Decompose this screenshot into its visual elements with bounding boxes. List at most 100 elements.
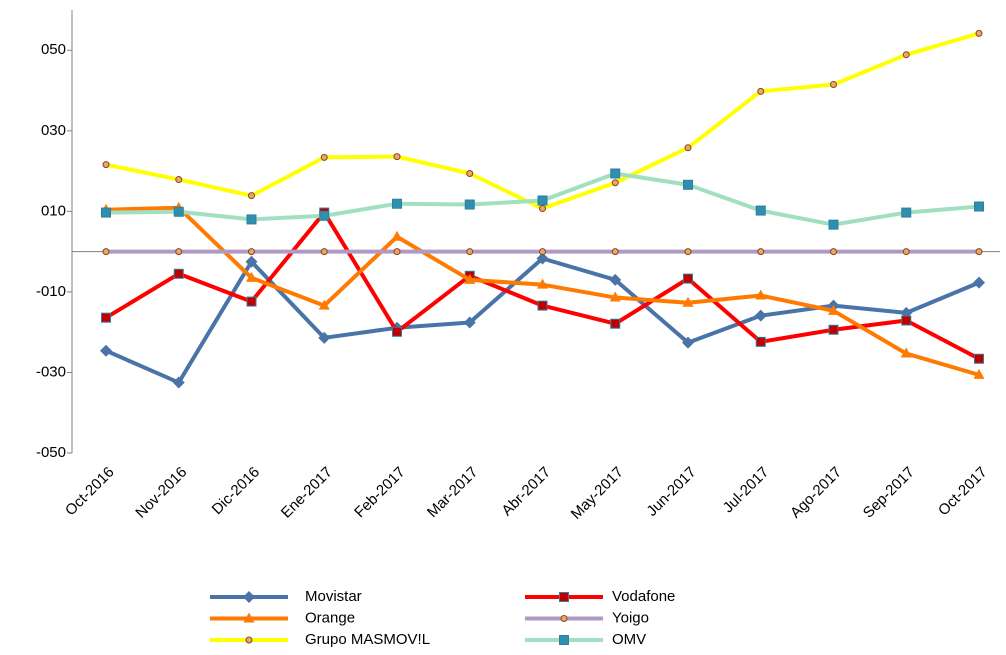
legend-label: Vodafone [612, 588, 675, 605]
legend-label: Orange [305, 609, 355, 626]
marker [974, 201, 984, 212]
marker [901, 315, 912, 326]
marker [559, 592, 569, 602]
x-tick-label: Ago-2017 [787, 464, 845, 522]
marker [537, 195, 548, 206]
marker [466, 248, 474, 256]
marker [828, 219, 839, 230]
marker [611, 248, 619, 256]
marker [318, 331, 331, 344]
marker [828, 304, 839, 315]
marker [973, 368, 985, 379]
marker [173, 206, 184, 217]
x-tick-label: Feb-2017 [351, 464, 408, 521]
series [102, 248, 983, 256]
marker [245, 636, 253, 644]
marker [901, 207, 912, 218]
y-tick-label: -050 [36, 444, 66, 461]
marker [975, 248, 983, 256]
marker [682, 336, 694, 349]
marker [539, 205, 546, 213]
marker [391, 230, 403, 241]
marker [973, 276, 985, 289]
marker [902, 51, 910, 59]
legend-label: Yoigo [612, 609, 649, 626]
marker [828, 324, 839, 335]
marker [755, 205, 766, 216]
marker [248, 248, 255, 256]
x-tick-label: Jul-2017 [720, 464, 773, 517]
legend-label: Grupo MASMOV!L [305, 631, 430, 648]
marker [683, 179, 693, 190]
marker [320, 248, 328, 256]
x-tick-label: Oct-2017 [935, 464, 991, 520]
y-tick-label: -010 [36, 283, 66, 300]
y-tick-label: -030 [36, 363, 66, 380]
marker [243, 591, 255, 603]
marker [393, 248, 401, 256]
marker [559, 635, 569, 645]
marker [101, 312, 111, 323]
x-tick-label: Jun-2017 [643, 464, 699, 520]
marker [609, 291, 621, 302]
marker [175, 176, 183, 184]
marker [318, 299, 330, 310]
marker [537, 278, 548, 289]
marker [755, 336, 766, 347]
x-tick-label: Oct-2016 [62, 464, 118, 520]
marker [537, 300, 548, 311]
marker [757, 87, 765, 95]
marker [243, 612, 255, 623]
marker [900, 347, 912, 358]
marker [683, 273, 693, 284]
marker [246, 271, 257, 282]
marker [102, 248, 110, 256]
legend-label: OMV [612, 631, 646, 648]
marker [682, 296, 694, 307]
marker [830, 248, 837, 256]
x-tick-label: Abr-2017 [498, 464, 554, 520]
x-tick-label: May-2017 [568, 464, 627, 523]
marker [754, 309, 767, 322]
y-tick-label: 050 [41, 41, 66, 58]
marker [100, 344, 112, 357]
marker [392, 198, 402, 209]
marker [246, 296, 257, 307]
marker [464, 199, 475, 210]
marker [248, 192, 255, 200]
marker [464, 273, 476, 284]
x-tick-label: Mar-2017 [424, 464, 481, 521]
marker [245, 255, 258, 268]
legend-label: Movistar [305, 588, 362, 605]
marker [246, 214, 257, 225]
series-line [105, 31, 980, 211]
x-tick-label: Nov-2016 [132, 464, 190, 522]
marker [536, 252, 549, 265]
marker [610, 318, 621, 329]
series-line [105, 205, 980, 377]
marker [175, 248, 183, 256]
marker [609, 273, 622, 286]
x-tick-label: Sep-2017 [860, 464, 918, 522]
marker [611, 179, 619, 187]
marker [319, 210, 330, 221]
x-tick-label: Dic-2016 [209, 464, 263, 518]
marker [902, 248, 910, 256]
marker [172, 376, 185, 389]
marker [101, 207, 111, 218]
x-tick-label: Ene-2017 [278, 464, 336, 522]
marker [975, 29, 983, 37]
marker [466, 170, 474, 178]
marker [463, 316, 476, 329]
y-tick-label: 030 [41, 122, 66, 139]
marker [173, 268, 184, 279]
marker [320, 153, 328, 161]
marker [610, 168, 621, 179]
marker [684, 144, 692, 152]
marker [684, 248, 692, 256]
marker [560, 615, 568, 622]
marker [393, 153, 401, 161]
marker [755, 289, 767, 300]
marker [539, 248, 546, 256]
